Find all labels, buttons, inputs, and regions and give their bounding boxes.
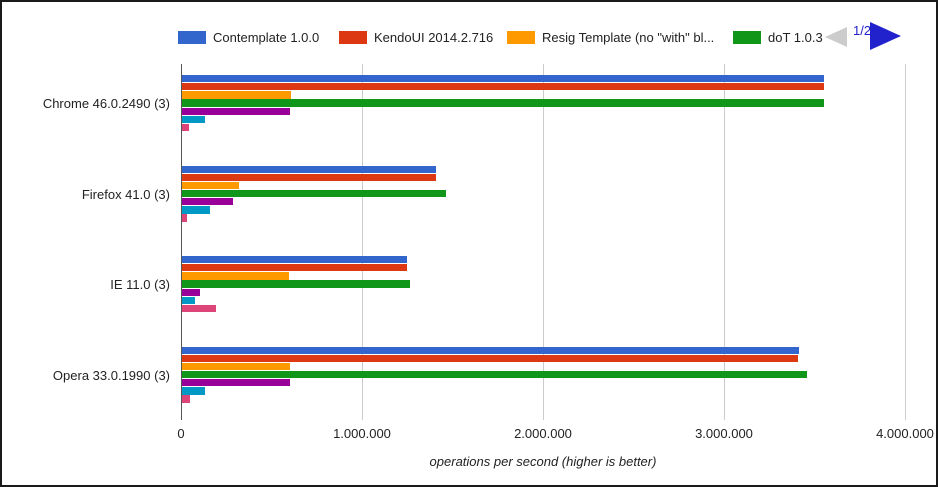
- bar-group-3: [181, 256, 905, 313]
- x-tick-label: 3.000.000: [695, 426, 753, 441]
- bar-group-2: [181, 165, 905, 223]
- bar-series-5-opera-33-0-1990-3-[interactable]: [181, 379, 290, 387]
- bar-row: [181, 272, 905, 280]
- category-label-4: Opera 33.0.1990 (3): [52, 367, 170, 383]
- legend-item-3: Resig Template (no "with" bl...: [507, 29, 714, 45]
- legend-swatch-icon: [507, 30, 535, 44]
- bar-row: [181, 304, 905, 313]
- bar-group-4: [181, 346, 905, 404]
- bar-row: [181, 362, 905, 371]
- bar-row: [181, 264, 905, 272]
- bar-series-5-ie-11-0-3-[interactable]: [181, 288, 200, 296]
- gridline: [724, 64, 725, 420]
- bar-series-1-firefox-41-0-3-[interactable]: [181, 165, 437, 173]
- x-tick-label: 2.000.000: [514, 426, 572, 441]
- bar-row: [181, 387, 905, 395]
- legend-item-label: Resig Template (no "with" bl...: [542, 29, 715, 45]
- bar-series-3-firefox-41-0-3-[interactable]: [181, 181, 239, 190]
- bar-row: [181, 181, 905, 190]
- bar-row: [181, 83, 905, 91]
- bar-row: [181, 99, 905, 107]
- bar-row: [181, 354, 905, 363]
- bar-series-7-chrome-46-0-2490-3-[interactable]: [181, 123, 190, 132]
- category-label-1: Chrome 46.0.2490 (3): [42, 96, 170, 111]
- bar-row: [181, 165, 905, 174]
- bar-series-5-firefox-41-0-3-[interactable]: [181, 198, 234, 206]
- bar-row: [181, 370, 905, 379]
- bar-series-6-firefox-41-0-3-[interactable]: [181, 206, 210, 214]
- bar-series-4-chrome-46-0-2490-3-[interactable]: [181, 99, 824, 107]
- legend-pagination: 1/2: [822, 20, 908, 52]
- gridline: [362, 64, 363, 420]
- legend-swatch-icon: [339, 30, 367, 44]
- gridline: [543, 64, 544, 420]
- category-label-3: IE 11.0 (3): [110, 277, 170, 292]
- bar-series-2-chrome-46-0-2490-3-[interactable]: [181, 83, 824, 91]
- bar-series-2-opera-33-0-1990-3-[interactable]: [181, 354, 799, 362]
- gridline: [905, 64, 906, 420]
- legend-swatch-icon: [178, 30, 206, 44]
- bar-row: [181, 214, 905, 222]
- bar-row: [181, 173, 905, 182]
- x-tick-label: 0: [177, 426, 185, 441]
- bar-series-2-firefox-41-0-3-[interactable]: [181, 173, 437, 181]
- legend-prev-page-arrow-icon[interactable]: [825, 27, 847, 47]
- category-label-2: Firefox 41.0 (3): [81, 186, 170, 202]
- bar-row: [181, 280, 905, 288]
- bar-row: [181, 107, 905, 116]
- x-axis-title: operations per second (higher is better): [429, 454, 657, 469]
- bar-row: [181, 91, 905, 99]
- bar-row: [181, 296, 905, 305]
- bar-row: [181, 206, 905, 214]
- bar-series-3-opera-33-0-1990-3-[interactable]: [181, 362, 290, 371]
- legend-next-page-arrow-icon[interactable]: [870, 22, 901, 50]
- bar-series-5-chrome-46-0-2490-3-[interactable]: [181, 107, 290, 115]
- bar-series-1-ie-11-0-3-[interactable]: [181, 256, 408, 264]
- bar-series-1-opera-33-0-1990-3-[interactable]: [181, 346, 800, 354]
- legend-item-2: KendoUI 2014.2.716: [339, 29, 493, 45]
- x-tick-label: 4.000.000: [876, 426, 934, 441]
- legend-item-4: doT 1.0.3: [733, 29, 823, 45]
- bar-row: [181, 256, 905, 264]
- bar-series-4-firefox-41-0-3-[interactable]: [181, 189, 447, 198]
- legend-swatch-icon: [733, 30, 761, 44]
- bar-row: [181, 346, 905, 355]
- bar-series-1-chrome-46-0-2490-3-[interactable]: [181, 75, 825, 83]
- bar-series-6-opera-33-0-1990-3-[interactable]: [181, 387, 206, 395]
- bar-row: [181, 189, 905, 198]
- bar-series-2-ie-11-0-3-[interactable]: [181, 264, 408, 272]
- x-tick-label: 1.000.000: [333, 426, 391, 441]
- bar-row: [181, 379, 905, 387]
- bar-series-6-chrome-46-0-2490-3-[interactable]: [181, 115, 206, 123]
- legend-item-1: Contemplate 1.0.0: [178, 29, 319, 45]
- bar-series-7-ie-11-0-3-[interactable]: [181, 304, 217, 313]
- bar-row: [181, 123, 905, 132]
- bar-row: [181, 288, 905, 297]
- plot-area: [181, 64, 906, 427]
- bar-group-1: [181, 75, 905, 132]
- bar-row: [181, 115, 905, 124]
- legend-item-label: Contemplate 1.0.0: [213, 29, 320, 45]
- legend-item-label: doT 1.0.3: [768, 29, 823, 45]
- legend-item-label: KendoUI 2014.2.716: [374, 29, 494, 45]
- bar-row: [181, 198, 905, 206]
- bar-series-7-opera-33-0-1990-3-[interactable]: [181, 395, 191, 403]
- bar-series-4-opera-33-0-1990-3-[interactable]: [181, 370, 808, 379]
- bar-series-6-ie-11-0-3-[interactable]: [181, 296, 196, 304]
- axis-baseline: [181, 64, 182, 420]
- legend-page-indicator: 1/2: [853, 23, 872, 38]
- bar-row: [181, 395, 905, 403]
- bar-series-7-firefox-41-0-3-[interactable]: [181, 214, 188, 222]
- bar-row: [181, 75, 905, 83]
- bar-series-4-ie-11-0-3-[interactable]: [181, 280, 410, 288]
- bar-series-3-chrome-46-0-2490-3-[interactable]: [181, 91, 291, 99]
- bar-series-3-ie-11-0-3-[interactable]: [181, 272, 289, 280]
